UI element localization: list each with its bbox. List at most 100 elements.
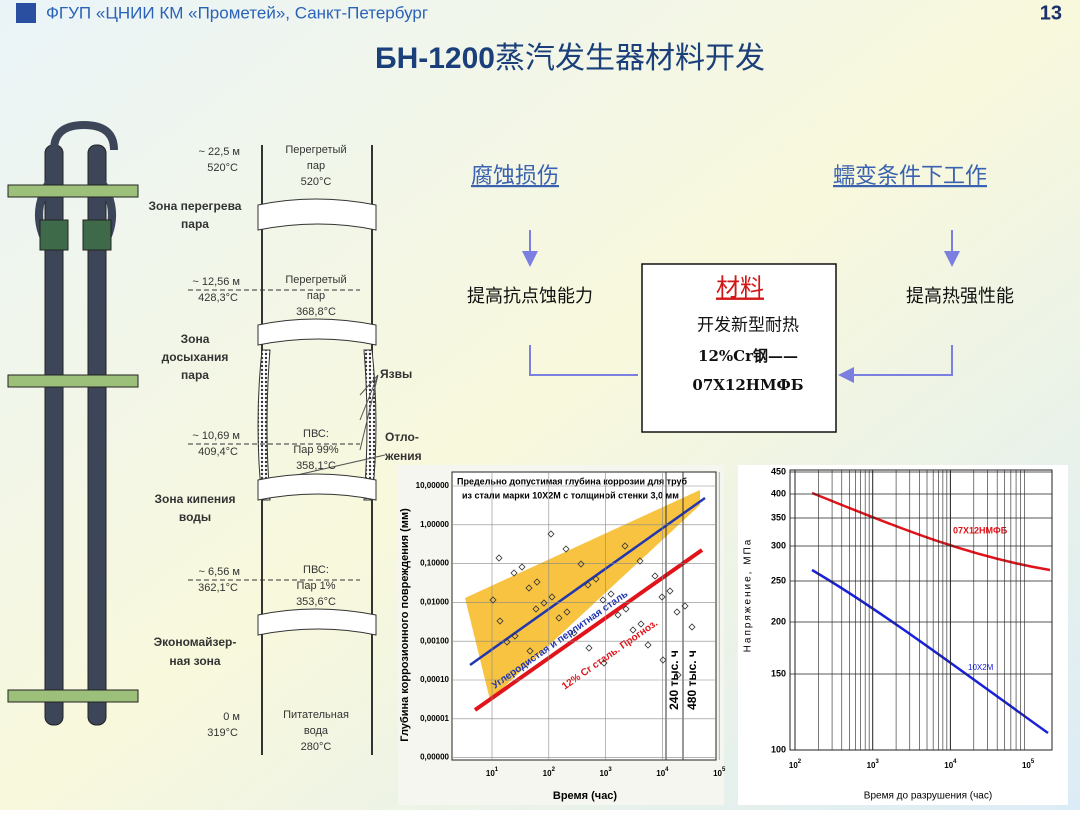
x-tick-label: 102 [543,767,556,779]
inside-label: ПВС: [303,428,329,440]
y-tick-label: 450 [771,466,786,476]
page-number: 13 [1040,2,1062,24]
scatter-point [532,605,540,613]
scatter-point [607,590,615,598]
x-tick-label: 105 [713,767,726,779]
base: 10 [543,769,552,778]
forecast [473,548,704,712]
exp: 5 [1031,759,1035,765]
scatter-point [629,626,637,634]
base: 10 [789,761,798,770]
curve-07x12 [811,491,1051,572]
temperature: 362,1°C [198,582,238,594]
inside-label: 353,6°C [296,596,336,608]
vessel [7,120,139,726]
scatter-point [658,593,666,601]
inside-label: вода [304,725,329,737]
temperature: 319°C [207,727,238,739]
scatter-point [673,608,681,616]
org: ФГУП «ЦНИИ КМ «Прометей», Санкт-Петербур… [46,3,428,22]
scatter-point [526,647,534,655]
scatter-point [622,605,630,613]
y-tick-label: 0,00000 [420,753,449,762]
zone-label: досыхания [162,350,229,364]
zone-label: Зона кипения [154,492,235,506]
y-tick-label: 0,00100 [420,636,449,645]
base: 10 [599,769,608,778]
zone-label: Зона [181,332,210,346]
scatter-point [577,560,585,568]
scatter-point [510,569,518,577]
center-line: 12%Cr钢—— [698,347,798,365]
left-text: 提高抗点蚀能力 [467,286,593,307]
curve-10x2m [811,568,1049,735]
y-tick-label: 200 [771,616,786,626]
x-tick-label: 104 [944,759,957,771]
annotation: Отло- [385,430,419,444]
title-bold: БН-1200 [375,42,495,75]
zone-label: воды [179,510,211,524]
center-box [641,263,837,433]
title: БН-1200蒸汽发生器材料开发 [375,41,765,76]
x-label: Время до разрушения (час) [864,791,992,802]
base: 10 [713,769,722,778]
temperature: 409,4°C [198,446,238,458]
scatter-point [688,623,696,631]
center-line: 开发新型耐热 [697,316,799,336]
scatter-point [674,671,682,679]
scatter-point [489,596,497,604]
x-tick-label: 105 [1022,759,1035,771]
inside-label: 368,8°C [296,306,336,318]
scatter-point [570,629,578,637]
scatter-point [666,587,674,595]
inside-label: Пар 1% [296,580,335,592]
scatter-point [496,617,504,625]
y-tick-label: 10,00000 [416,481,450,490]
left-head: 腐蚀损伤 [471,164,559,189]
flow: 腐蚀损伤 蠕变条件下工作 提高抗点蚀能力 提高热强性能 材料 开发新型耐热 12… [467,164,1014,433]
x-label: Время (час) [553,790,618,802]
y-tick-label: 150 [771,668,786,678]
scatter-point [621,542,629,550]
x-tick-label: 104 [656,767,669,779]
scatter-point [511,632,519,640]
series-label: 07Х12НМФБ [953,525,1008,535]
annotation: Язвы [380,367,412,381]
y-tick-label: 400 [771,488,786,498]
scatter-point [644,641,652,649]
x-tick-label: 103 [599,767,612,779]
height: 0 м [223,711,240,723]
y-tick-label: 350 [771,512,786,522]
scatter-point [600,659,608,667]
scatter-point [518,563,526,571]
annotation-lines [274,374,386,481]
height: ~ 6,56 м [198,566,240,578]
y-tick-label: 0,10000 [420,559,449,568]
corrosion-chart: Предельно допустимая глубина коррозии дл… [398,465,726,805]
pipe-break [257,318,377,346]
inside-label: Перегретый [285,144,346,156]
temperature: 428,3°C [198,292,238,304]
zone-label: пара [181,217,209,231]
base: 10 [486,769,495,778]
pipe-break [257,198,377,231]
zone-label: Экономайзер- [154,635,237,649]
annotation: жения [384,449,422,463]
y-tick-label: 250 [771,575,786,585]
exp: 4 [953,759,957,765]
y-tick-label: 0,00001 [420,714,449,723]
right-head: 蠕变条件下工作 [833,164,987,189]
title-rest: 蒸汽发生器材料开发 [495,41,765,76]
y-tick-label: 1,00000 [420,520,449,529]
scatter-point [651,572,659,580]
scatter-point [555,614,563,622]
inside-label: ПВС: [303,564,329,576]
logo [16,3,36,23]
x-tick-label: 102 [789,759,802,771]
right-text: 提高热强性能 [906,286,1014,307]
x-tick-label: 103 [867,759,880,771]
pipe-break [257,608,377,636]
base: 10 [1022,761,1031,770]
exp: 1 [495,767,499,773]
